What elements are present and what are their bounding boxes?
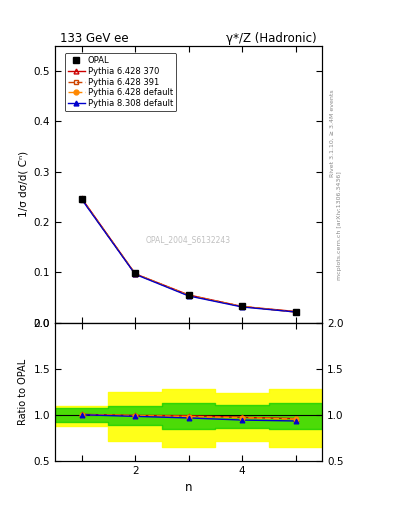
Text: OPAL_2004_S6132243: OPAL_2004_S6132243 [146,235,231,244]
Text: mcplots.cern.ch [arXiv:1306.3436]: mcplots.cern.ch [arXiv:1306.3436] [338,171,342,280]
Y-axis label: 1/σ dσ/d( Cⁿ): 1/σ dσ/d( Cⁿ) [18,151,28,218]
Y-axis label: Ratio to OPAL: Ratio to OPAL [18,358,28,425]
X-axis label: n: n [185,481,193,494]
Text: γ*/Z (Hadronic): γ*/Z (Hadronic) [226,32,317,45]
Legend: OPAL, Pythia 6.428 370, Pythia 6.428 391, Pythia 6.428 default, Pythia 8.308 def: OPAL, Pythia 6.428 370, Pythia 6.428 391… [64,53,176,111]
Text: Rivet 3.1.10, ≥ 3.4M events: Rivet 3.1.10, ≥ 3.4M events [330,89,334,177]
Text: 133 GeV ee: 133 GeV ee [61,32,129,45]
